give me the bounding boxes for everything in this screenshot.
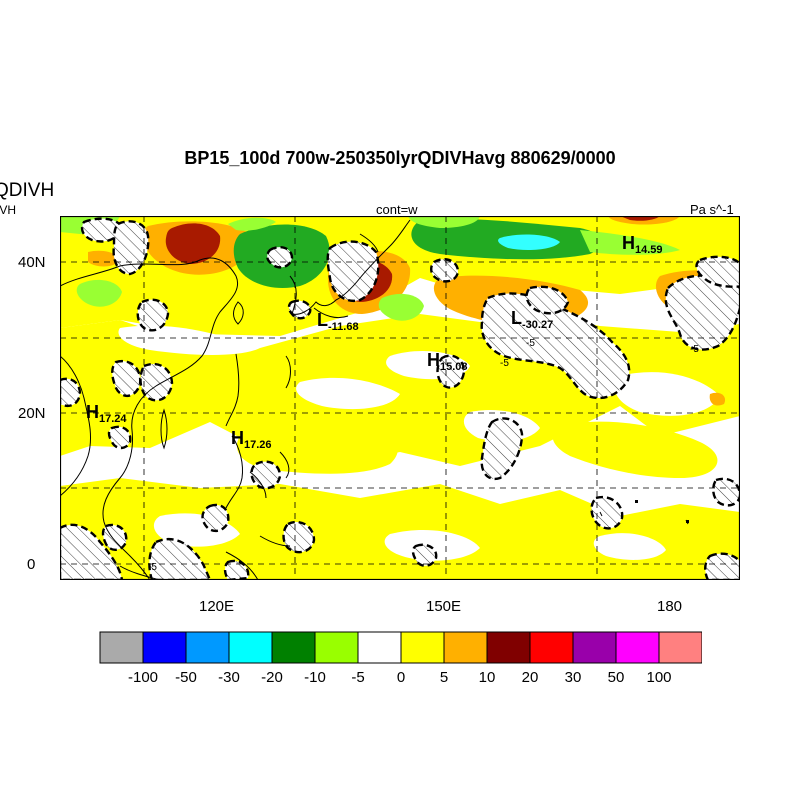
cyan-contour-fill (498, 234, 560, 250)
colorbar-label: -100 (127, 669, 159, 686)
colorbar-label: -10 (304, 669, 326, 686)
lat-lon-grid (60, 216, 740, 580)
colorbar-label: 10 (478, 669, 496, 686)
colorbar-label: -5 (351, 669, 365, 686)
colorbar-label: -30 (218, 669, 240, 686)
high-value: 17.26 (244, 439, 272, 451)
colorbar-box (486, 631, 531, 664)
svg-text:H15.08: H15.08 (427, 350, 468, 373)
lightgreen-contour-fill (60, 216, 680, 321)
high-marker: H (86, 402, 99, 422)
high-value: 17.24 (99, 413, 127, 425)
center-subtitle: cont=w (376, 202, 418, 217)
high-marker: H (622, 233, 635, 253)
units-label: Pa s^-1 (690, 202, 734, 217)
marker-dot (686, 520, 689, 523)
svg-text:L-30.27: L-30.27 (511, 308, 553, 331)
extrema-labels: H14.59 L-30.27 L-11.68 H15.08 H17.24 H17… (86, 233, 663, 451)
lat-tick-0: 0 (27, 556, 36, 573)
colorbar-box (228, 631, 273, 664)
colorbar-label: 5 (439, 669, 449, 686)
colorbar-label: 20 (521, 669, 539, 686)
svg-text:L-11.68: L-11.68 (317, 310, 359, 333)
colorbar-label: 0 (396, 669, 406, 686)
lon-tick-150e: 150E (426, 598, 462, 615)
colorbar (99, 631, 702, 664)
colorbar-label: 50 (607, 669, 625, 686)
lon-tick-180: 180 (657, 598, 683, 615)
svg-text:H14.59: H14.59 (622, 233, 663, 256)
low-marker: L (511, 308, 522, 328)
contour-labels: -5 -5 -5 -5 (148, 338, 699, 573)
low-value: -30.27 (522, 319, 553, 331)
colorbar-box (142, 631, 187, 664)
lat-tick-20n: 20N (18, 405, 46, 422)
high-value: 15.08 (440, 361, 468, 373)
lon-tick-120e: 120E (199, 598, 235, 615)
colorbar-box (271, 631, 316, 664)
negative-w-hatched-contours (60, 217, 740, 580)
low-marker: L (317, 310, 328, 330)
map-panel: H14.59 L-30.27 L-11.68 H15.08 H17.24 H17… (60, 216, 740, 580)
map-frame (60, 216, 740, 580)
colorbar-box (615, 631, 660, 664)
high-marker: H (427, 350, 440, 370)
contour-label: -5 (148, 562, 157, 573)
colorbar-box (400, 631, 445, 664)
colorbar-box (99, 631, 144, 664)
coastlines (60, 219, 689, 580)
colorbar-label: -50 (175, 669, 197, 686)
low-value: -11.68 (328, 321, 359, 333)
high-value: 14.59 (635, 244, 663, 256)
lat-tick-40n: 40N (18, 254, 46, 271)
high-marker: H (231, 428, 244, 448)
colorbar-label: -20 (261, 669, 283, 686)
colorbar-box (658, 631, 702, 664)
svg-text:H17.24: H17.24 (86, 402, 127, 425)
contour-label: -5 (500, 358, 509, 369)
svg-text:H17.26: H17.26 (231, 428, 272, 451)
colorbar-label: 100 (646, 669, 672, 686)
contour-label: -5 (690, 344, 699, 355)
plot-title: BP15_100d 700w-250350lyrQDIVHavg 880629/… (184, 148, 616, 168)
colorbar-box (314, 631, 359, 664)
marker-dot (635, 500, 638, 503)
colorbar-label: 30 (564, 669, 582, 686)
colorbar-box (529, 631, 574, 664)
contour-label: -5 (526, 338, 535, 349)
colorbar-box (357, 631, 402, 664)
colorbar-box (185, 631, 230, 664)
left-subtitle: IVH (0, 203, 17, 217)
left-title: QDIVH (0, 180, 55, 201)
colorbar-box (443, 631, 488, 664)
colorbar-box (572, 631, 617, 664)
